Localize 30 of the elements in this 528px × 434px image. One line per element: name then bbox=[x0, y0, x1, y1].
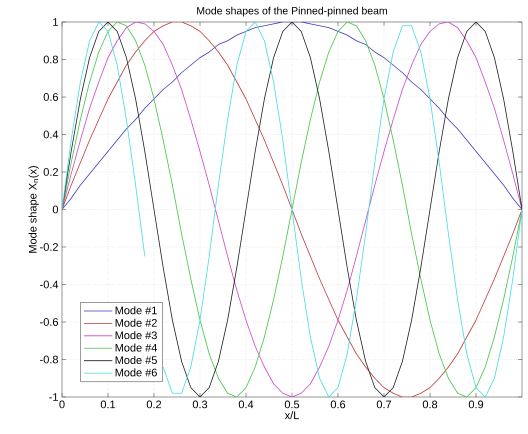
x-tick-label: 0 bbox=[59, 400, 65, 408]
y-tick-label: -1 bbox=[49, 393, 58, 401]
legend-label: Mode #4 bbox=[116, 344, 158, 352]
y-tick-label: 1 bbox=[53, 18, 58, 26]
y-tick-label: -0.6 bbox=[40, 318, 58, 326]
x-tick-label: 0.5 bbox=[284, 400, 300, 408]
x-tick-label: 0.7 bbox=[376, 400, 392, 408]
legend-label: Mode #1 bbox=[116, 306, 157, 314]
x-tick-label: 0.3 bbox=[192, 400, 208, 408]
y-tick-label: 0 bbox=[52, 206, 58, 214]
y-tick-label: -0.2 bbox=[40, 243, 58, 251]
x-tick-label: 0.9 bbox=[468, 400, 484, 408]
legend-label: Mode #2 bbox=[116, 318, 157, 327]
legend-label: Mode #6 bbox=[116, 368, 157, 376]
x-tick-label: 0.1 bbox=[100, 400, 116, 408]
y-tick-label: 0.2 bbox=[44, 168, 58, 176]
x-tick-label: 0.4 bbox=[238, 400, 254, 408]
y-axis-title: Mode shape X$_{n}$(x) bbox=[28, 166, 39, 253]
x-tick-label: 0.6 bbox=[330, 400, 346, 408]
y-tick-label: 0.6 bbox=[44, 93, 58, 101]
y-tick-label: 0.8 bbox=[44, 56, 58, 64]
x-tick-label: 0.2 bbox=[146, 400, 162, 408]
y-tick-label: -0.4 bbox=[40, 280, 58, 288]
y-tick-label: 0.4 bbox=[44, 130, 58, 138]
legend-label: Mode #5 bbox=[116, 356, 157, 364]
legend-label: Mode #3 bbox=[116, 331, 157, 340]
x-tick-label: 0.8 bbox=[422, 400, 438, 408]
x-axis-title: x/L bbox=[284, 411, 299, 420]
chart-title: Mode shapes of the Pinned-pinned beam bbox=[197, 6, 387, 16]
y-tick-label: -0.8 bbox=[40, 356, 58, 364]
